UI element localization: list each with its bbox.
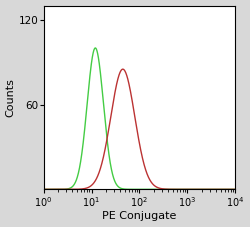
X-axis label: PE Conjugate: PE Conjugate (102, 211, 176, 222)
Y-axis label: Counts: Counts (6, 78, 16, 117)
